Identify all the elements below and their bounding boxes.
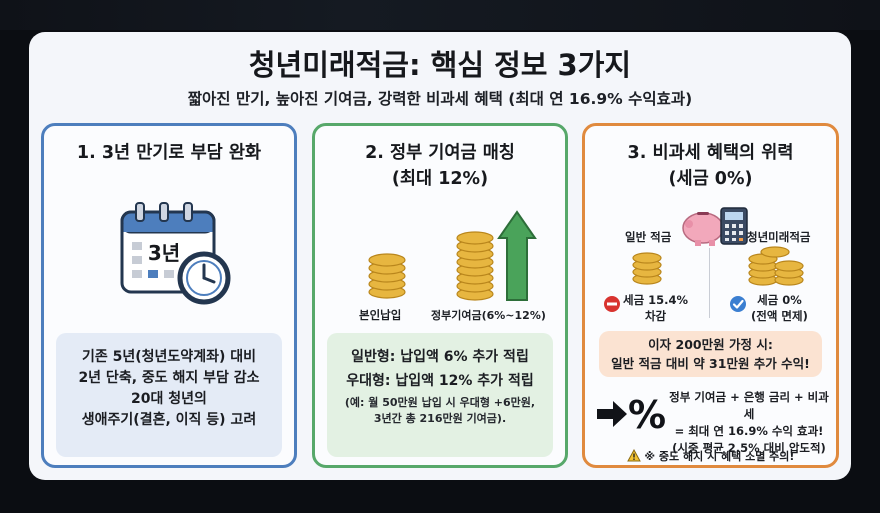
- tax-line: 세금 15.4%: [623, 293, 689, 307]
- info-line: 우대형: 납입액 12% 추가 적립: [346, 373, 534, 389]
- panel-contribution-title: 2. 정부 기여금 매칭 (최대 12%): [315, 140, 565, 192]
- infographic-card: 청년미래적금: 핵심 정보 3가지 짧아진 만기, 높아진 기여금, 강력한 비…: [29, 32, 851, 480]
- panel-maturity: 1. 3년 만기로 부담 완화 3년 기존 5년(청년도약계좌) 대비 2년 단…: [41, 123, 297, 468]
- comparison-divider: [709, 248, 710, 318]
- interest-line: 일반 적금 대비 약 31만원 추가 수익!: [611, 356, 810, 371]
- panel-taxfree: 3. 비과세 혜택의 위력 (세금 0%) 일반 적금 청년미래적금: [582, 123, 839, 468]
- title-line: 3. 비과세 혜택의 위력: [627, 143, 794, 163]
- info-line: 기존 5년(청년도약계좌) 대비: [82, 349, 256, 365]
- info-note: (예: 월 50만원 납입 시 우대형 +6만원,: [344, 396, 536, 409]
- coin-stack-gov-icon: [456, 210, 537, 301]
- calendar-clock-icon: 3년: [120, 202, 231, 305]
- svg-text:%: %: [628, 393, 666, 435]
- warning-text: ※ 중도 해지 시 혜택 소멸 주의!: [644, 450, 795, 463]
- tax-general-text: 세금 15.4% 차감: [623, 292, 688, 324]
- label-own-payment: 본인납입: [359, 308, 402, 322]
- title-line: (세금 0%): [668, 169, 753, 189]
- label-gov-contribution: 정부기여금(6%~12%): [431, 309, 546, 322]
- label-youth-savings: 청년미래적금: [747, 230, 811, 244]
- effect-line: 정부 기여금 + 은행 금리 + 비과세: [669, 390, 829, 421]
- tax-line: 차감: [644, 309, 667, 323]
- tax-line: 세금 0%: [757, 293, 802, 307]
- check-circle-icon: [730, 296, 746, 312]
- effect-line: (시중 평균 2.5% 대비 압도적): [672, 441, 826, 455]
- effect-line: = 최대 연 16.9% 수익 효과!: [674, 424, 824, 438]
- return-effect-row: % 정부 기여금 + 은행 금리 + 비과세 = 최대 연 16.9% 수익 효…: [593, 389, 833, 455]
- panel-taxfree-title: 3. 비과세 혜택의 위력 (세금 0%): [585, 140, 836, 192]
- label-general-savings: 일반 적금: [625, 230, 672, 244]
- interest-example-box: 이자 200만원 가정 시: 일반 적금 대비 약 31만원 추가 수익!: [599, 331, 822, 377]
- panel-maturity-info: 기존 5년(청년도약계좌) 대비 2년 단축, 중도 해지 부담 감소 20대 …: [56, 333, 282, 457]
- warning-triangle-icon: [626, 448, 641, 462]
- piggy-bank-calculator-icon: [682, 207, 748, 246]
- title-line: (최대 12%): [391, 169, 489, 189]
- panel-contribution: 2. 정부 기여금 매칭 (최대 12%) 본인납입 정부기여금(6%~12%)…: [312, 123, 568, 468]
- panel-contribution-info: 일반형: 납입액 6% 추가 적립 우대형: 납입액 12% 추가 적립 (예:…: [327, 333, 553, 457]
- coin-stack-general-icon: [632, 252, 662, 285]
- info-line: 20대 청년의: [131, 391, 207, 407]
- info-line: 생애주기(결혼, 이직 등) 고려: [81, 412, 257, 428]
- panel-maturity-title: 1. 3년 만기로 부담 완화: [76, 143, 262, 163]
- interest-line: 이자 200만원 가정 시:: [648, 337, 773, 352]
- page-subtitle: 짧아진 만기, 높아진 기여금, 강력한 비과세 혜택 (최대 연 16.9% …: [187, 90, 693, 108]
- info-note: 3년간 총 216만원 기여금).: [373, 412, 507, 425]
- calendar-label: 3년: [148, 241, 180, 265]
- info-line: 일반형: 납입액 6% 추가 적립: [351, 349, 529, 365]
- warning-line: ※ 중도 해지 시 혜택 소멸 주의!: [585, 448, 836, 464]
- minus-circle-icon: [604, 296, 620, 312]
- info-line: 2년 단축, 중도 해지 부담 감소: [78, 370, 260, 386]
- arrow-percent-icon: %: [597, 393, 666, 435]
- page-title: 청년미래적금: 핵심 정보 3가지: [248, 48, 632, 82]
- coin-stack-youth-icon: [748, 246, 804, 286]
- backdrop-strip: [0, 0, 880, 30]
- return-effect-text: 정부 기여금 + 은행 금리 + 비과세 = 최대 연 16.9% 수익 효과!…: [669, 389, 829, 457]
- title-line: 2. 정부 기여금 매칭: [365, 143, 515, 163]
- coin-stack-own-icon: [368, 253, 406, 299]
- tax-youth-text: 세금 0% (전액 면제): [751, 292, 808, 324]
- tax-line: (전액 면제): [751, 309, 808, 323]
